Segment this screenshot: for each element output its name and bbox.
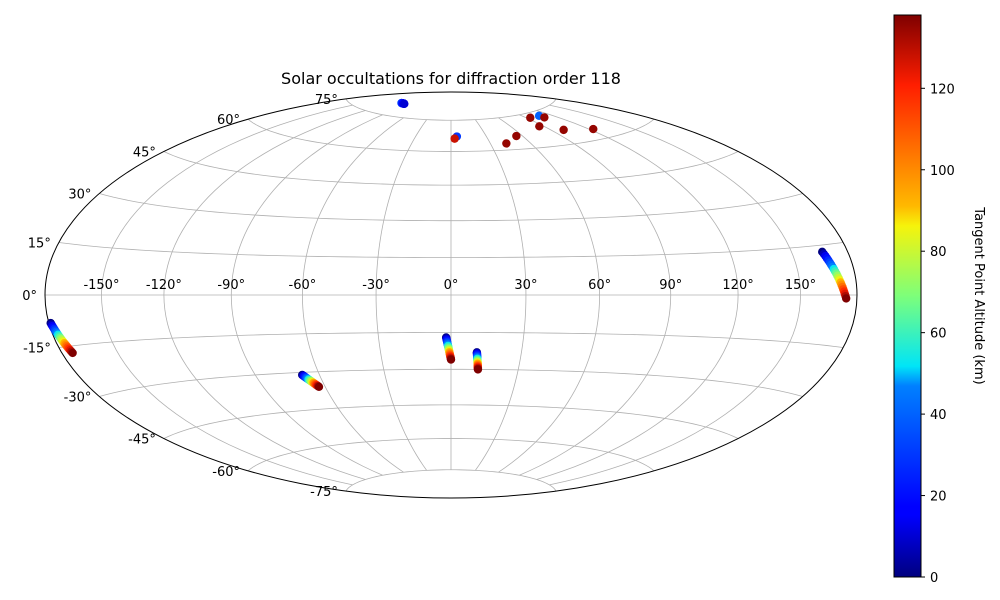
colorbar-tick-label: 80 xyxy=(930,245,947,260)
latitude-tick-label: -30° xyxy=(64,391,92,406)
map-boundary xyxy=(44,91,858,499)
latitude-tick-labels: -75° -60° -45° -30° -15° 0° 15° 30° 45° 60° 75° xyxy=(22,93,338,500)
longitude-tick-label: 90° xyxy=(659,278,682,293)
longitude-tick-label: -150° xyxy=(83,278,119,293)
colorbar-gradient xyxy=(893,14,922,578)
occultation-point xyxy=(526,113,535,122)
colorbar-tick-label: 0 xyxy=(930,571,938,586)
parallel-line xyxy=(58,332,844,348)
colorbar-tick-label: 40 xyxy=(930,408,947,423)
latitude-tick-label: 30° xyxy=(68,188,91,203)
occultation-points xyxy=(46,98,851,391)
latitude-tick-label: 15° xyxy=(28,236,51,251)
colorbar-label: Tangent Point Altitude (km) xyxy=(971,206,986,384)
latitude-tick-label: -15° xyxy=(23,342,51,357)
longitude-tick-label: -30° xyxy=(362,278,390,293)
parallel-line xyxy=(345,98,557,121)
occultation-point xyxy=(502,139,511,148)
occultation-point xyxy=(559,125,568,135)
longitude-tick-label: 0° xyxy=(444,278,459,293)
occultation-point xyxy=(400,99,409,108)
parallel-line xyxy=(247,438,655,472)
colorbar-ticks: 0 20 40 60 80 100 120 xyxy=(921,82,955,586)
occultation-point xyxy=(314,382,324,391)
parallel-line xyxy=(99,368,803,397)
latitude-tick-label: -60° xyxy=(212,465,240,480)
occultation-point xyxy=(446,355,456,364)
latitude-tick-label: 60° xyxy=(217,113,240,128)
occultation-point xyxy=(589,124,598,134)
longitude-tick-label: 150° xyxy=(785,278,816,293)
colorbar-tick-label: 120 xyxy=(930,82,955,97)
longitude-tick-label: -90° xyxy=(217,278,245,293)
parallel-line xyxy=(163,404,739,439)
latitude-tick-label: -75° xyxy=(310,485,338,500)
latitude-tick-label: 45° xyxy=(133,145,156,160)
colorbar-tick-label: 60 xyxy=(930,327,947,342)
occultation-point xyxy=(473,365,483,374)
occultation-point xyxy=(450,134,459,143)
parallel-line xyxy=(163,151,739,186)
occultation-point xyxy=(68,348,77,358)
graticule-grid xyxy=(45,98,857,492)
map-panel: -150° -120° -90° -60° -30° 0° 30° 60° 90° 120° 150… xyxy=(22,91,858,500)
occultation-point xyxy=(512,131,521,141)
parallel-line xyxy=(247,118,655,152)
occultation-point xyxy=(535,122,544,131)
occultation-point xyxy=(540,113,549,122)
latitude-tick-label: 75° xyxy=(315,93,338,108)
latitude-tick-label: -45° xyxy=(128,433,156,448)
parallel-line xyxy=(99,193,803,222)
occultation-point xyxy=(841,294,851,303)
longitude-tick-label: 30° xyxy=(514,278,537,293)
chart-title: Solar occultations for diffraction order… xyxy=(281,69,621,88)
parallel-line xyxy=(345,469,557,492)
colorbar-tick-label: 20 xyxy=(930,490,947,505)
longitude-tick-label: 60° xyxy=(588,278,611,293)
longitude-tick-label: -60° xyxy=(289,278,317,293)
longitude-tick-labels: -150° -120° -90° -60° -30° 0° 30° 60° 90° 120° 150… xyxy=(83,278,816,293)
longitude-tick-label: -120° xyxy=(146,278,182,293)
parallel-line xyxy=(58,242,844,258)
colorbar: 0 20 40 60 80 100 120 Tangent Point Altitude (… xyxy=(893,14,986,586)
colorbar-tick-label: 100 xyxy=(930,164,955,179)
latitude-tick-label: 0° xyxy=(22,289,37,304)
longitude-tick-label: 120° xyxy=(722,278,753,293)
